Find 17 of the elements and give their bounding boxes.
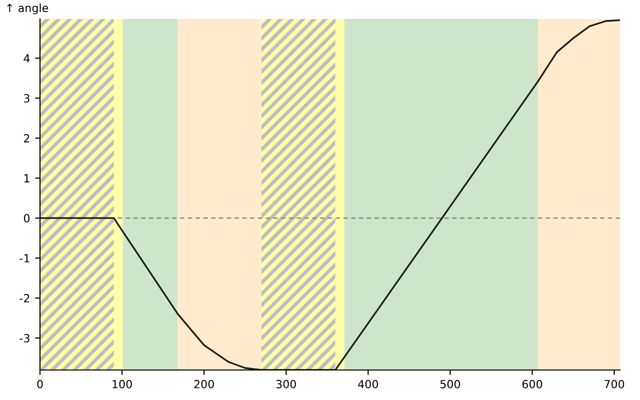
y-tick-label: 4 (24, 54, 30, 62)
x-tick-label: 700 (604, 380, 624, 388)
x-tick-label: 400 (358, 380, 378, 388)
x-tick-label: 500 (440, 380, 460, 388)
y-axis-title: ↑ angle (7, 4, 48, 14)
x-tick-label: 0 (37, 380, 43, 388)
y-tick-label: 2 (24, 134, 30, 142)
y-tick-label: 1 (24, 174, 30, 182)
x-tick-label: 300 (276, 380, 296, 388)
y-tick-label: -2 (20, 294, 30, 302)
x-tick-label: 100 (112, 380, 132, 388)
y-tick-label: 0 (24, 214, 30, 222)
y-tick-label: -1 (20, 254, 30, 262)
y-tick-label: -3 (20, 334, 30, 342)
x-tick-label: 600 (522, 380, 542, 388)
x-tick-label: 200 (194, 380, 214, 388)
y-tick-label: 3 (24, 94, 30, 103)
